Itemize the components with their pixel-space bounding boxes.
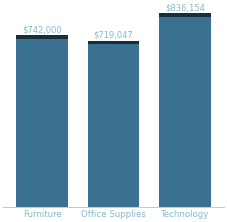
Bar: [16, 35, 68, 207]
Bar: [88, 41, 139, 207]
Text: $719,047: $719,047: [94, 31, 133, 40]
Bar: [88, 41, 139, 44]
Bar: [16, 35, 68, 39]
Bar: [159, 13, 211, 207]
Bar: [159, 13, 211, 17]
Text: $836,154: $836,154: [165, 3, 205, 12]
Text: $742,000: $742,000: [22, 25, 62, 34]
